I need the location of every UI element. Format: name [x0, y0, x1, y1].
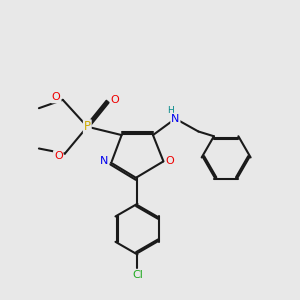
Text: P: P [84, 120, 91, 133]
Text: O: O [111, 95, 119, 105]
Text: O: O [54, 151, 63, 161]
Text: H: H [167, 106, 173, 115]
Text: O: O [52, 92, 61, 102]
Text: N: N [171, 114, 180, 124]
Text: Cl: Cl [132, 270, 143, 280]
Text: N: N [100, 156, 109, 166]
Text: O: O [166, 156, 174, 166]
